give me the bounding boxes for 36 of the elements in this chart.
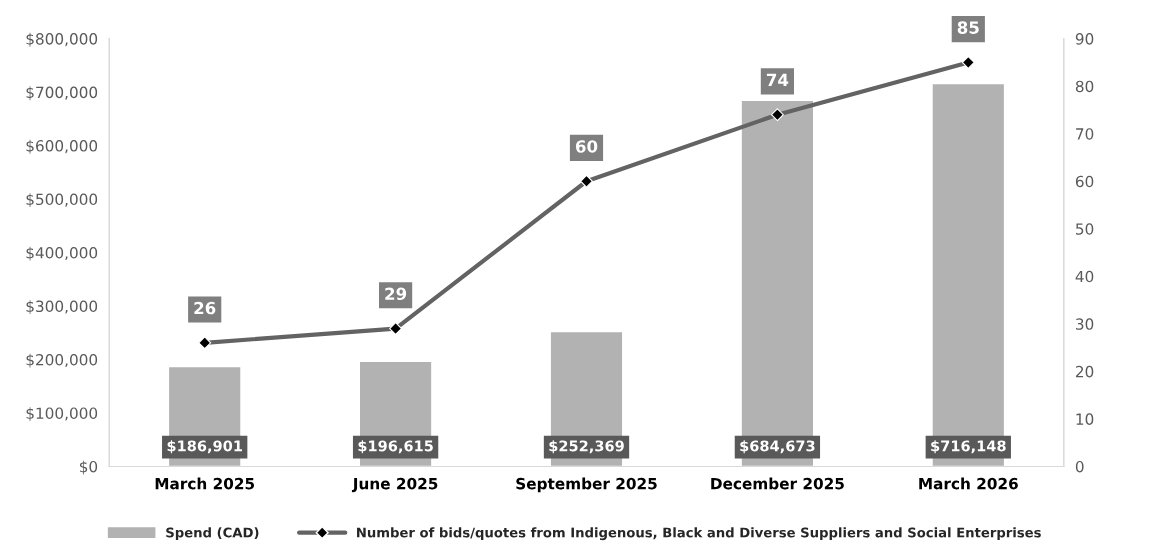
data-label: 60 bbox=[575, 140, 598, 153]
data-label: 74 bbox=[766, 73, 789, 86]
y-tick-label: $200,000 bbox=[26, 353, 98, 368]
x-tick-label: March 2025 bbox=[155, 477, 255, 490]
y-tick-label: $400,000 bbox=[26, 246, 98, 261]
legend-label: Number of bids/quotes from Indigenous, Black and Diverse Suppliers and Social Enterprises bbox=[357, 527, 1041, 541]
x-tick-label: March 2026 bbox=[919, 477, 1018, 490]
data-label: $684,673 bbox=[740, 440, 815, 454]
data-label: $716,148 bbox=[931, 440, 1006, 454]
data-label: 26 bbox=[194, 301, 216, 315]
data-label: $196,615 bbox=[358, 440, 433, 454]
y-tick-label: $500,000 bbox=[26, 193, 98, 208]
y2-tick-label: 70 bbox=[1076, 128, 1094, 140]
data-label: 85 bbox=[957, 21, 979, 34]
y-tick-label: $0 bbox=[79, 460, 98, 475]
y-tick-label: $300,000 bbox=[26, 300, 98, 315]
y-tick-label: $800,000 bbox=[26, 32, 98, 47]
y2-tick-label: 40 bbox=[1075, 270, 1094, 283]
y2-tick-label: 30 bbox=[1076, 318, 1094, 330]
y2-tick-label: 0 bbox=[1075, 460, 1084, 473]
y-tick-label: $600,000 bbox=[26, 139, 98, 154]
data-label: $252,369 bbox=[549, 440, 624, 454]
legend-label: Spend (CAD) bbox=[166, 527, 259, 541]
x-tick-label: September 2025 bbox=[516, 477, 657, 493]
y2-tick-label: 60 bbox=[1075, 175, 1094, 188]
y2-tick-label: 10 bbox=[1076, 413, 1094, 425]
y2-tick-label: 80 bbox=[1075, 80, 1094, 93]
y-tick-label: $100,000 bbox=[26, 407, 98, 422]
x-tick-label: June 2025 bbox=[351, 477, 438, 493]
y2-tick-label: 90 bbox=[1075, 33, 1094, 45]
y2-tick-label: 20 bbox=[1075, 365, 1094, 378]
y2-tick-label: 50 bbox=[1076, 223, 1094, 235]
x-tick-label: December 2025 bbox=[711, 477, 844, 490]
data-label: $186,901 bbox=[167, 440, 242, 454]
data-label: 29 bbox=[385, 287, 407, 301]
y-tick-label: $700,000 bbox=[26, 86, 98, 101]
